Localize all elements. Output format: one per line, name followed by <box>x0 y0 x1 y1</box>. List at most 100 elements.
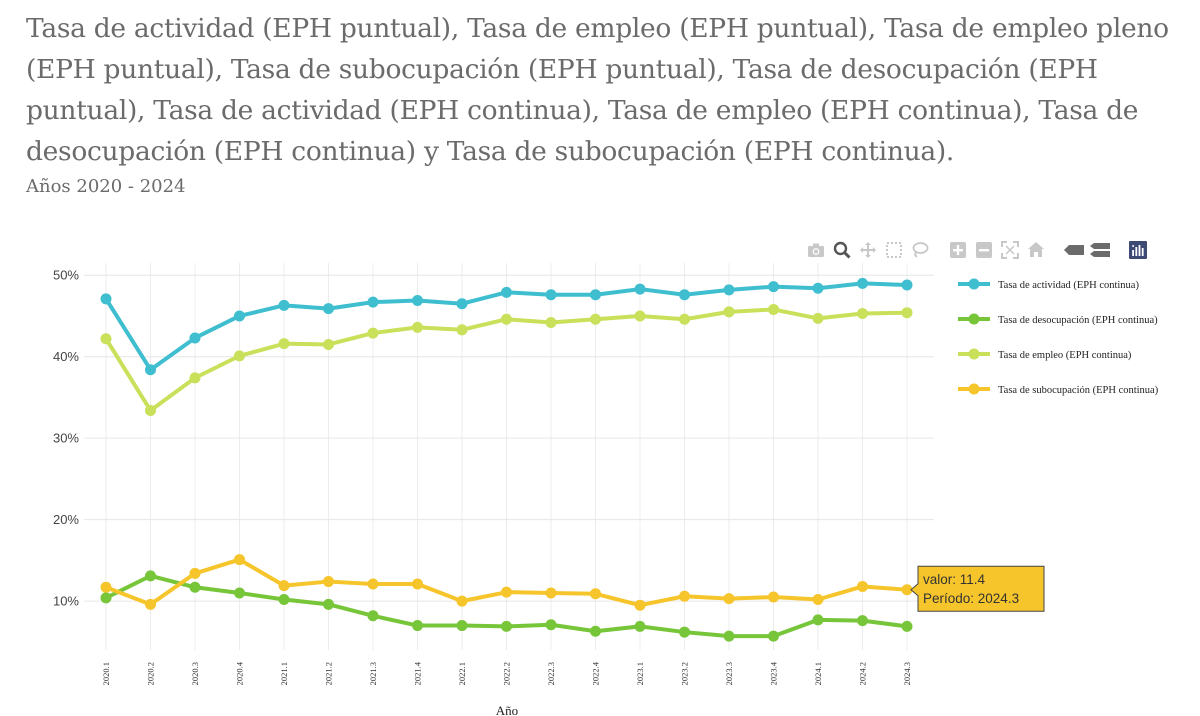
data-point[interactable] <box>679 289 690 301</box>
data-point[interactable] <box>768 281 779 293</box>
data-point[interactable] <box>901 584 913 596</box>
data-point[interactable] <box>234 310 245 322</box>
data-point[interactable] <box>100 293 112 305</box>
data-point[interactable] <box>367 578 379 590</box>
data-point[interactable] <box>723 284 735 296</box>
y-tick-label: 50% <box>53 268 79 283</box>
data-point[interactable] <box>278 338 290 350</box>
legend-item[interactable]: Tasa de empleo (EPH continua) <box>958 348 1132 362</box>
data-point[interactable] <box>901 620 913 632</box>
data-point[interactable] <box>768 303 779 315</box>
data-point[interactable] <box>590 289 601 301</box>
data-point[interactable] <box>367 610 379 622</box>
data-point[interactable] <box>323 576 334 588</box>
data-point[interactable] <box>679 313 690 325</box>
data-point[interactable] <box>412 294 423 306</box>
data-point[interactable] <box>323 303 334 315</box>
data-point[interactable] <box>456 595 468 607</box>
plotly-logo-button[interactable] <box>1127 239 1149 261</box>
data-point[interactable] <box>412 620 423 632</box>
data-point[interactable] <box>545 619 557 631</box>
data-point[interactable] <box>323 338 334 350</box>
data-point[interactable] <box>367 327 379 339</box>
camera-button[interactable] <box>805 239 827 261</box>
data-point[interactable] <box>189 567 201 579</box>
data-point[interactable] <box>234 350 245 362</box>
data-point[interactable] <box>590 625 601 637</box>
data-point[interactable] <box>812 614 824 626</box>
data-point[interactable] <box>456 620 468 632</box>
data-point[interactable] <box>367 296 379 308</box>
data-point[interactable] <box>145 404 156 416</box>
x-tick-label: 2021.2 <box>324 662 334 685</box>
data-point[interactable] <box>590 313 601 325</box>
data-point[interactable] <box>812 312 824 324</box>
data-point[interactable] <box>501 313 512 325</box>
data-point[interactable] <box>812 282 824 294</box>
data-point[interactable] <box>857 580 868 592</box>
data-point[interactable] <box>857 615 868 627</box>
data-point[interactable] <box>189 581 201 593</box>
data-point[interactable] <box>278 299 290 311</box>
compare-hover-button[interactable] <box>1089 239 1111 261</box>
data-point[interactable] <box>189 332 201 344</box>
data-point[interactable] <box>634 620 646 632</box>
data-point[interactable] <box>278 580 290 592</box>
data-point[interactable] <box>278 593 290 605</box>
legend-item[interactable]: Tasa de actividad (EPH continua) <box>958 278 1139 292</box>
data-point[interactable] <box>545 587 557 599</box>
data-point[interactable] <box>145 598 156 610</box>
data-point[interactable] <box>679 590 690 602</box>
data-point[interactable] <box>768 591 779 603</box>
data-point[interactable] <box>234 587 245 599</box>
lasso-select-button[interactable] <box>909 239 931 261</box>
data-point[interactable] <box>456 324 468 336</box>
data-point[interactable] <box>812 593 824 605</box>
autoscale-button[interactable] <box>999 239 1021 261</box>
data-point[interactable] <box>234 554 245 566</box>
data-point[interactable] <box>100 592 112 604</box>
data-point[interactable] <box>456 298 468 310</box>
data-point[interactable] <box>723 593 735 605</box>
data-point[interactable] <box>768 630 779 642</box>
data-point[interactable] <box>679 626 690 638</box>
pan-button[interactable] <box>857 239 879 261</box>
data-point[interactable] <box>634 310 646 322</box>
data-point[interactable] <box>857 277 868 289</box>
data-point[interactable] <box>857 308 868 320</box>
data-point[interactable] <box>501 286 512 298</box>
data-point[interactable] <box>590 588 601 600</box>
data-point[interactable] <box>412 578 423 590</box>
zoom-in-button[interactable] <box>947 239 969 261</box>
data-point[interactable] <box>323 598 334 610</box>
zoom-out-button[interactable] <box>973 239 995 261</box>
legend-item[interactable]: Tasa de desocupación (EPH continua) <box>958 313 1158 327</box>
reset-axes-button[interactable] <box>1025 239 1047 261</box>
zoom-button[interactable] <box>831 239 853 261</box>
pan-icon <box>859 241 877 259</box>
data-point[interactable] <box>412 321 423 333</box>
data-point[interactable] <box>901 307 913 319</box>
spike-lines-icon <box>1063 243 1085 257</box>
data-point[interactable] <box>634 283 646 295</box>
data-point[interactable] <box>634 599 646 611</box>
data-point[interactable] <box>723 306 735 318</box>
data-point[interactable] <box>545 316 557 328</box>
data-point[interactable] <box>901 279 913 291</box>
x-axis-ticks: 2020.1 2020.2 2020.3 2020.4 2021.1 2021.2 2021… <box>101 661 912 685</box>
data-point[interactable] <box>501 620 512 632</box>
autoscale-icon <box>1001 241 1019 259</box>
spike-lines-button[interactable] <box>1063 239 1085 261</box>
data-point[interactable] <box>501 586 512 598</box>
data-point[interactable] <box>100 333 112 345</box>
data-point[interactable] <box>145 570 156 582</box>
legend-item[interactable]: Tasa de subocupación (EPH continua) <box>958 383 1159 397</box>
data-point[interactable] <box>145 364 156 376</box>
data-point[interactable] <box>100 581 112 593</box>
data-point[interactable] <box>723 630 735 642</box>
legend[interactable]: Tasa de actividad (EPH continua) Tasa de … <box>958 278 1159 397</box>
data-point[interactable] <box>545 289 557 301</box>
box-select-button[interactable] <box>883 239 905 261</box>
data-point[interactable] <box>189 372 201 384</box>
